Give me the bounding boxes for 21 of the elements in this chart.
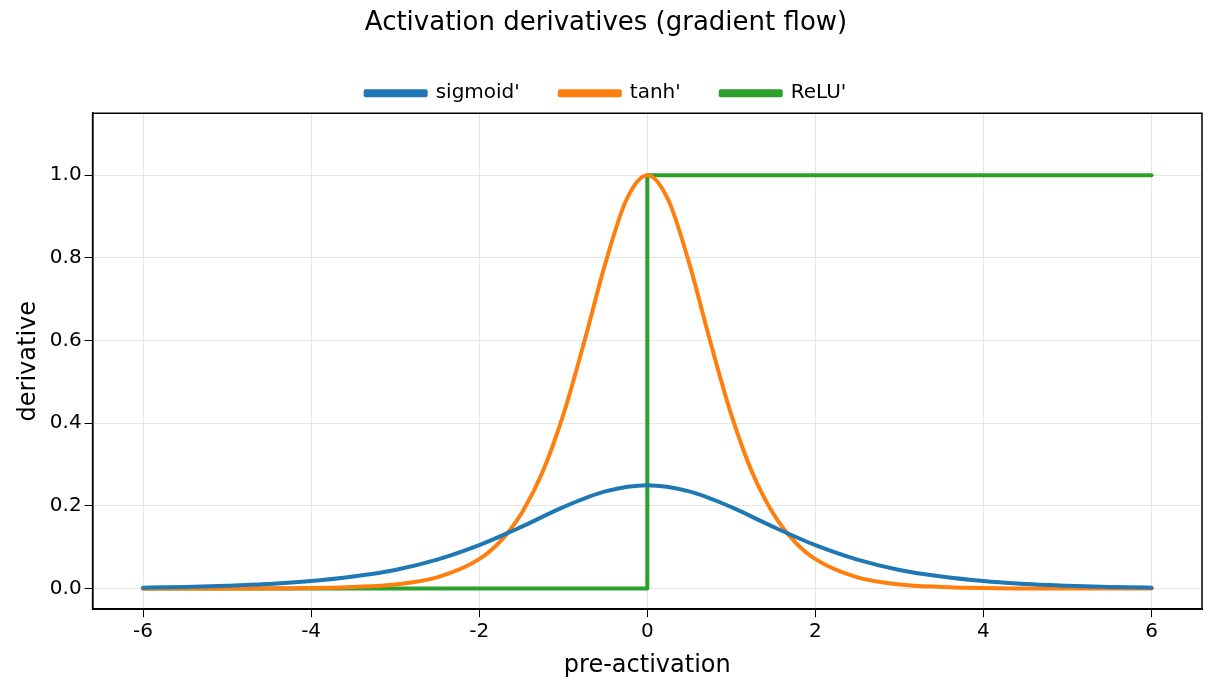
legend-label: sigmoid': [435, 79, 520, 104]
x-tick-label: 6: [1145, 618, 1158, 643]
legend-label: tanh': [629, 79, 681, 104]
x-tick-label: 4: [977, 618, 990, 643]
y-axis-title: derivative: [12, 300, 41, 422]
x-tick-label: 2: [809, 618, 822, 643]
y-tick-label: 0.0: [49, 574, 82, 599]
x-tick-label: 0: [640, 618, 654, 643]
y-tick-label: 0.6: [49, 326, 82, 351]
y-tick-label: 0.8: [49, 244, 82, 269]
x-axis-title: pre-activation: [563, 649, 731, 678]
y-tick-label: 0.4: [49, 409, 82, 434]
chart-title: Activation derivatives (gradient flow): [364, 6, 848, 37]
x-tick-label: -2: [469, 618, 490, 643]
y-tick-label: 1.0: [49, 161, 82, 186]
x-tick-label: -4: [301, 618, 322, 643]
line-series: [141, 483, 1154, 590]
y-tick-label: 0.2: [49, 492, 82, 517]
line-series: [141, 173, 1154, 591]
legend-label: ReLU': [790, 79, 847, 104]
x-tick-label: -6: [133, 618, 154, 643]
